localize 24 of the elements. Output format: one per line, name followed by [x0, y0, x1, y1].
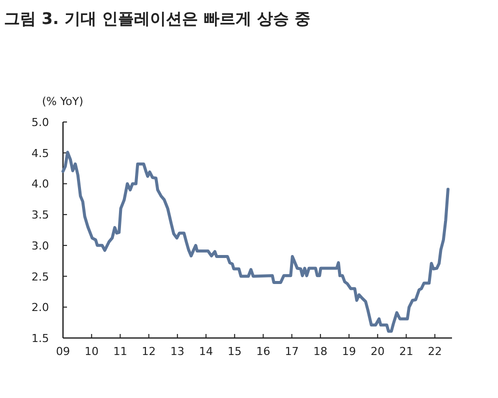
y-tick-label: 5.0	[32, 116, 49, 129]
y-tick-label: 1.5	[32, 332, 49, 345]
x-tick-label: 16	[256, 345, 270, 358]
x-tick-label: 09	[56, 345, 70, 358]
x-tick-label: 17	[284, 345, 299, 358]
y-tick-label: 4.5	[32, 146, 49, 160]
x-tick-label: 10	[84, 345, 99, 358]
x-tick-label: 18	[313, 345, 328, 358]
x-tick-label: 22	[428, 345, 442, 358]
x-tick-label: 11	[113, 345, 128, 358]
x-tick-label: 13	[170, 345, 184, 358]
x-tick-label: 15	[228, 345, 242, 358]
y-tick-label: 2.5	[32, 270, 49, 284]
y-tick-label: 4.0	[32, 178, 49, 191]
x-tick-label: 14	[199, 345, 214, 358]
x-tick-label: 20	[370, 345, 385, 358]
y-tick-label: 3.0	[32, 239, 49, 252]
y-tick-label: 2.0	[32, 301, 49, 314]
x-tick-label: 21	[399, 345, 414, 358]
y-axis-title: (% YoY)	[42, 95, 84, 108]
chart-title: 그림 3. 기대 인플레이션은 빠르게 상승 중	[4, 9, 311, 28]
x-tick-label: 12	[142, 345, 156, 358]
x-tick-label: 19	[342, 345, 356, 358]
y-tick-label: 3.5	[32, 208, 49, 222]
